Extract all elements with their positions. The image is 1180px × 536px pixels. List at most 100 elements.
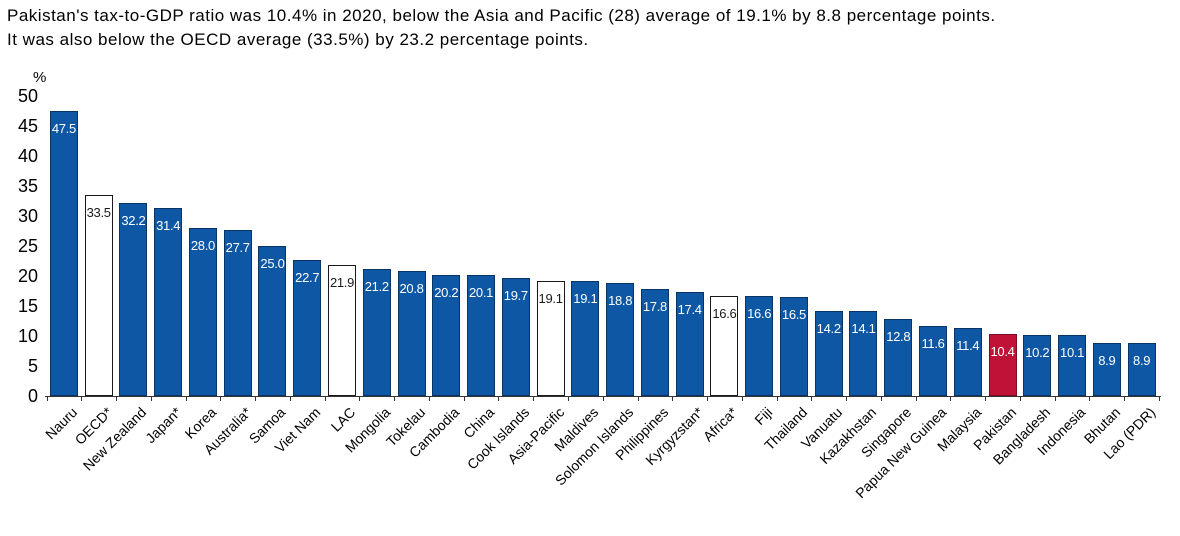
bar-value-label: 22.7 <box>295 269 320 285</box>
bar-lac: 21.9 <box>328 264 356 396</box>
x-axis-tick <box>1089 397 1091 401</box>
x-axis-tick <box>1124 397 1126 401</box>
x-axis-tick <box>741 397 743 401</box>
bar-value-label: 20.8 <box>399 281 424 297</box>
x-axis-tick <box>255 397 257 401</box>
bar-thailand: 16.5 <box>779 297 808 396</box>
x-axis-tick <box>359 397 361 401</box>
bar-cambodia: 20.2 <box>432 274 461 396</box>
x-axis-tick <box>776 397 778 401</box>
bar-nauru: 47.5 <box>49 111 78 396</box>
bar-value-label: 33.5 <box>86 205 111 220</box>
x-axis-tick <box>880 397 882 401</box>
x-axis-tick <box>463 397 465 401</box>
bar-value-label: 8.9 <box>1133 352 1151 368</box>
bar-china: 20.1 <box>467 275 496 396</box>
bar-solomon-islands: 18.8 <box>606 283 635 396</box>
x-axis-tick <box>185 397 187 401</box>
figure-page: Pakistan's tax-to-GDP ratio was 10.4% in… <box>7 4 1179 501</box>
bar-cook-islands: 19.7 <box>501 277 530 396</box>
x-axis-tick <box>637 397 639 401</box>
bar-value-label: 16.6 <box>747 306 772 322</box>
x-axis-tick <box>150 397 152 401</box>
bar-value-label: 28.0 <box>190 238 215 253</box>
bar-samoa: 25.0 <box>258 246 287 396</box>
bar-value-label: 16.5 <box>781 307 806 322</box>
bar-value-label: 12.8 <box>886 329 911 345</box>
x-axis-tick <box>985 397 987 401</box>
x-axis-tick <box>324 397 326 401</box>
bar-tokelau: 20.8 <box>397 271 426 396</box>
x-axis-tick <box>289 397 291 401</box>
x-axis-tick <box>498 397 500 401</box>
bar-philippines: 17.8 <box>640 289 669 396</box>
bar-value-label: 10.1 <box>1060 345 1085 361</box>
y-tick-label: 25 <box>17 236 38 256</box>
bar-oecd: 33.5 <box>84 195 113 396</box>
x-axis-tick <box>1159 397 1160 401</box>
bar-lao-pdr: 8.9 <box>1127 342 1156 396</box>
bar-singapore: 12.8 <box>884 319 913 396</box>
x-axis-tick <box>950 397 952 401</box>
bar-value-label: 20.2 <box>434 284 459 300</box>
bar-kyrgyzstan: 17.4 <box>675 291 704 396</box>
bar-value-label: 19.7 <box>503 287 528 303</box>
bar-maldives: 19.1 <box>571 281 600 396</box>
bar-value-label: 17.4 <box>677 301 702 317</box>
bar-viet-nam: 22.7 <box>293 259 322 396</box>
y-tick-label: 15 <box>17 296 38 316</box>
y-tick-label: 50 <box>17 86 38 106</box>
bar-africa: 16.6 <box>710 296 739 396</box>
bar-japan: 31.4 <box>154 207 183 396</box>
bar-malaysia: 11.4 <box>953 327 982 396</box>
x-axis-tick <box>394 397 396 401</box>
y-tick-label: 35 <box>17 176 38 196</box>
bar-mongolia: 21.2 <box>362 268 391 396</box>
y-tick-label: 30 <box>17 206 38 226</box>
bar-value-label: 19.1 <box>538 291 563 307</box>
bar-value-label: 27.7 <box>225 239 250 255</box>
bar-value-label: 10.4 <box>990 343 1015 359</box>
bar-value-label: 31.4 <box>156 217 181 233</box>
x-axis-tick <box>672 397 674 401</box>
plot-area: % 0 5 10 15 20 25 30 35 40 45 50 47.5 Nauru 33.5 OECD*… <box>17 69 1161 501</box>
bar-value-label: 18.8 <box>608 293 633 309</box>
y-tick-label: 5 <box>27 356 38 376</box>
bar-papua-new-guinea: 11.6 <box>919 326 948 396</box>
bar-value-label: 16.6 <box>712 306 737 322</box>
x-axis-tick <box>428 397 430 401</box>
x-axis-tick <box>81 397 83 401</box>
bar-australia: 27.7 <box>223 229 252 396</box>
bar-value-label: 11.6 <box>921 336 945 352</box>
x-axis-tick <box>915 397 917 401</box>
bar-value-label: 8.9 <box>1098 352 1116 368</box>
x-axis-tick <box>533 397 535 401</box>
bar-value-label: 20.1 <box>469 285 494 301</box>
x-axis-tick <box>811 397 813 401</box>
bar-vanuatu: 14.2 <box>814 310 843 396</box>
bar-pakistan: 10.4 <box>988 333 1017 396</box>
x-axis-tick <box>46 397 48 401</box>
y-tick-label: 45 <box>17 116 38 136</box>
bar-fiji: 16.6 <box>745 296 774 396</box>
bar-value-label: 14.1 <box>851 321 876 337</box>
bar-value-label: 10.2 <box>1025 344 1050 360</box>
y-tick-label: 40 <box>17 146 38 166</box>
x-axis-tick <box>602 397 604 401</box>
caption-line-2: It was also below the OECD average (33.5… <box>7 30 589 49</box>
bar-value-label: 32.2 <box>121 212 146 228</box>
x-axis-tick <box>707 397 709 401</box>
bar-value-label: 25.0 <box>260 256 285 271</box>
x-axis-tick <box>1054 397 1056 401</box>
x-axis-tick <box>116 397 118 401</box>
x-axis-tick <box>846 397 848 401</box>
y-tick-label: 20 <box>17 266 38 286</box>
x-axis-tick <box>1019 397 1021 401</box>
bar-korea: 28.0 <box>188 228 217 396</box>
bar-asia-pacific: 19.1 <box>536 281 565 396</box>
bar-bangladesh: 10.2 <box>1023 334 1052 396</box>
y-tick-label: 0 <box>27 386 38 406</box>
figure-caption: Pakistan's tax-to-GDP ratio was 10.4% in… <box>7 4 1179 52</box>
bar-indonesia: 10.1 <box>1058 335 1087 396</box>
bar-new-zealand: 32.2 <box>119 202 148 396</box>
